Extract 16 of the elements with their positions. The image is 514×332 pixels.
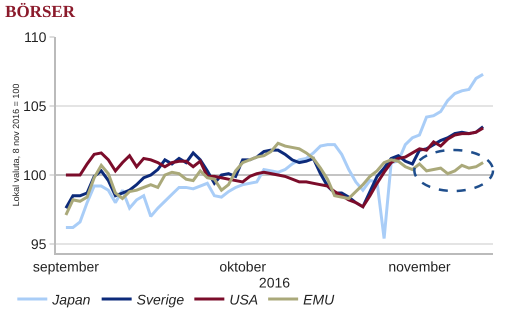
x-axis-title: 2016 — [258, 274, 290, 291]
y-axis-title: Lokal valuta, 8 nov 2016 = 100 — [10, 84, 21, 206]
legend-label: Sverige — [136, 292, 184, 308]
y-tick-label: 95 — [30, 236, 47, 252]
legend-label: EMU — [303, 292, 336, 308]
line-series — [64, 72, 485, 240]
legend-label: USA — [229, 292, 258, 308]
x-tick-label: oktober — [219, 258, 266, 275]
y-tick-label: 100 — [23, 166, 47, 183]
y-tick-label: 110 — [24, 28, 47, 45]
x-tick-label: september — [32, 258, 100, 275]
x-tick-label: november — [388, 258, 451, 275]
legend-label: Japan — [51, 292, 91, 308]
y-tick-label: 105 — [23, 98, 47, 114]
line-series — [64, 142, 485, 217]
chart-title: BÖRSER — [5, 2, 76, 21]
